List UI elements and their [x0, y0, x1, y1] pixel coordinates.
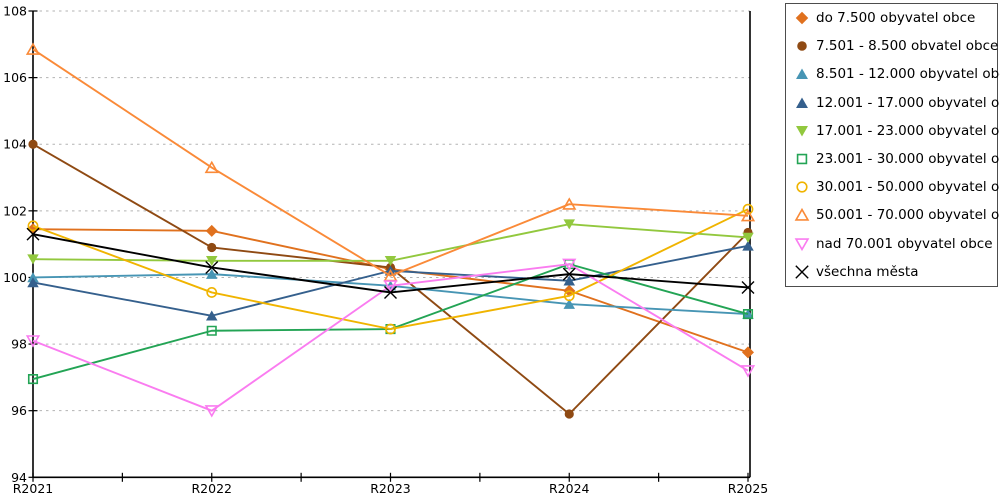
legend-marker-x-icon	[795, 265, 809, 279]
series-9-point-R2024	[562, 267, 576, 281]
legend-item-2: 8.501 - 12.000 obyvatel obce	[786, 61, 1000, 88]
series-7-point-R2021	[25, 42, 41, 55]
series-6-point-R2022	[206, 287, 218, 298]
legend-item-label: 8.501 - 12.000 obyvatel obce	[816, 66, 1000, 83]
legend-marker-shape	[796, 69, 808, 80]
series-4-point-R2021	[27, 254, 39, 265]
series-4-point-R2024	[563, 219, 575, 230]
legend-item-label: 30.001 - 50.000 obyvatel obc...	[816, 179, 1000, 196]
x-axis-tick-label: R2022	[192, 481, 233, 496]
legend-marker-circle-icon	[797, 41, 807, 52]
series-6-point-R2023	[385, 323, 396, 335]
series-8-point-R2025	[740, 365, 756, 378]
y-axis-tick-label: 98	[11, 337, 27, 352]
series-1-point-R2022	[207, 242, 217, 253]
series-3-point-R2025	[742, 240, 754, 251]
series-7-point-R2025	[740, 208, 756, 222]
series-9-point-R2021	[26, 227, 40, 241]
legend-marker-shape	[795, 11, 809, 25]
legend-marker-shape	[796, 125, 808, 137]
series-6-point-R2021	[27, 220, 39, 232]
x-axis-tick-label: R2025	[728, 481, 769, 496]
legend-marker-shape	[796, 97, 808, 108]
legend-marker-shape	[794, 208, 810, 222]
legend-item-label: všechna města	[816, 263, 919, 280]
legend-marker-triangle-up-icon	[796, 69, 808, 80]
legend-item-3: 12.001 - 17.000 obyvatel obc...	[786, 89, 1000, 116]
legend-item-label: 17.001 - 23.000 obyvatel obc...	[816, 122, 1000, 139]
series-3-point-R2024	[563, 275, 575, 286]
legend-marker-triangle-down-icon	[794, 237, 810, 251]
legend-item-8: nad 70.001 obyvatel obce	[786, 230, 997, 257]
legend-item-label: 50.001 - 70.000 obyvatel obc...	[816, 207, 1000, 224]
series-4-point-R2025	[742, 232, 754, 243]
series-8-point-R2022	[204, 405, 219, 418]
y-axis-tick-label: 94	[11, 470, 27, 485]
series-7-point-R2024	[562, 197, 577, 210]
series-9-point-R2023	[384, 285, 397, 299]
series-8-point-R2021	[25, 335, 41, 348]
series-3-point-R2022	[206, 310, 218, 321]
series-3-point-R2021	[27, 277, 39, 288]
legend-marker-circle-icon	[796, 181, 808, 193]
legend-item-7: 50.001 - 70.000 obyvatel obc...	[786, 202, 1000, 229]
legend-marker-square-icon	[796, 153, 808, 165]
series-8-point-R2023	[383, 280, 398, 293]
series-2-point-R2024	[563, 298, 575, 309]
y-axis-tick-label: 102	[3, 203, 27, 218]
legend-item-label: 23.001 - 30.000 obyvatel obc...	[816, 151, 1000, 168]
legend-item-4: 17.001 - 23.000 obyvatel obc...	[786, 117, 1000, 144]
legend-marker-shape	[795, 265, 809, 279]
series-2-point-R2022	[206, 268, 218, 279]
x-axis-tick-label: R2021	[13, 481, 54, 496]
legend-marker-shape	[796, 181, 808, 193]
legend-marker-triangle-up-icon	[796, 97, 808, 108]
series-0-point-R2022	[205, 224, 218, 237]
series-5-point-R2022	[206, 325, 217, 336]
series-line-6	[32, 208, 749, 331]
legend-item-label: nad 70.001 obyvatel obce	[816, 235, 993, 252]
series-6-point-R2024	[563, 290, 575, 302]
legend-item-1: 7.501 - 8.500 obvatel obce	[786, 33, 999, 60]
series-6-point-R2025	[742, 203, 754, 215]
legend-marker-shape	[797, 41, 807, 52]
legend-marker-triangle-down-icon	[796, 125, 808, 137]
series-line-7	[32, 48, 749, 277]
series-line-8	[32, 263, 749, 412]
series-1-point-R2024	[564, 409, 574, 419]
legend-item-9: všechna města	[786, 258, 997, 285]
series-9-point-R2025	[741, 280, 755, 294]
legend-item-5: 23.001 - 30.000 obyvatel obc...	[786, 146, 1000, 173]
series-8-point-R2024	[562, 258, 577, 271]
legend-item-label: do 7.500 obyvatel obce	[816, 10, 976, 27]
series-9-point-R2022	[205, 260, 219, 274]
chart-legend: do 7.500 obyvatel obce 7.501 - 8.500 obva…	[785, 3, 1000, 287]
legend-marker-shape	[794, 237, 810, 251]
legend-marker-diamond-icon	[795, 11, 809, 25]
legend-marker-triangle-up-icon	[794, 208, 810, 222]
x-axis-tick-label: R2024	[549, 481, 590, 496]
series-1-point-R2021	[28, 139, 38, 149]
series-5-point-R2021	[27, 373, 39, 385]
series-4-point-R2023	[384, 256, 397, 267]
legend-item-label: 7.501 - 8.500 obvatel obce	[816, 38, 999, 55]
legend-item-label: 12.001 - 17.000 obyvatel obc...	[816, 94, 1000, 111]
series-4-point-R2022	[206, 256, 218, 267]
legend-marker-shape	[796, 153, 808, 165]
y-axis-tick-label: 108	[3, 4, 27, 19]
series-0-point-R2025	[742, 346, 754, 359]
y-axis-tick-label: 106	[3, 70, 27, 85]
y-axis-tick-label: 100	[3, 270, 27, 285]
y-axis-tick-label: 96	[11, 403, 27, 418]
x-axis-tick-label: R2023	[370, 481, 411, 496]
series-7-point-R2022	[204, 160, 219, 174]
legend-item-6: 30.001 - 50.000 obyvatel obc...	[786, 174, 1000, 201]
y-axis-tick-label: 104	[3, 137, 27, 152]
legend-item-0: do 7.500 obyvatel obce	[786, 5, 997, 32]
series-5-point-R2025	[742, 309, 754, 320]
